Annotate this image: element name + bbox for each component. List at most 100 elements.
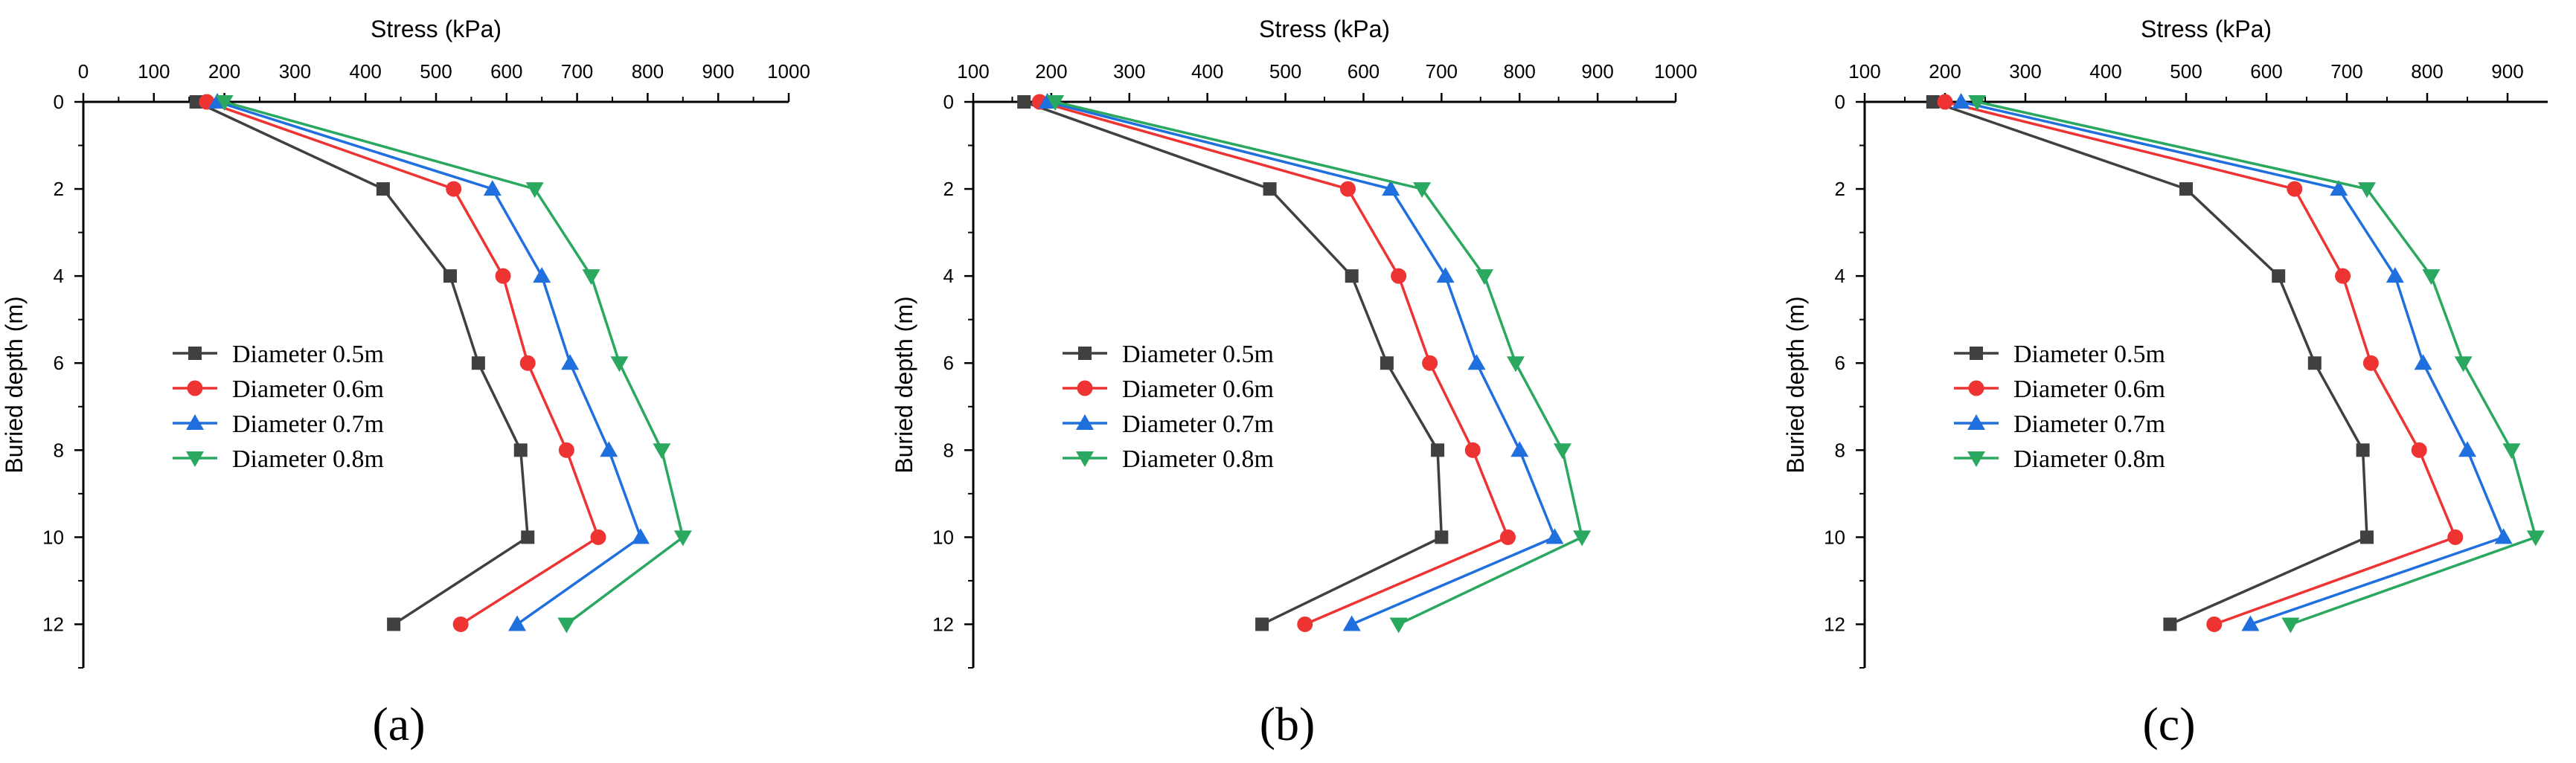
legend-label: Diameter 0.6m	[1122, 376, 1274, 403]
y-tick-label: 2	[54, 178, 64, 200]
legend-label: Diameter 0.8m	[232, 445, 384, 473]
data-point	[1263, 182, 1277, 196]
data-point	[1017, 95, 1031, 109]
y-tick-label: 0	[54, 91, 64, 113]
y-tick-label: 8	[1835, 439, 1845, 461]
legend: Diameter 0.5m Diameter 0.6m Diameter 0.7m D…	[1063, 341, 1274, 473]
x-tick-label: 100	[138, 60, 170, 83]
y-tick-label: 4	[54, 265, 64, 287]
data-point	[2287, 181, 2303, 197]
legend-marker	[1967, 414, 1985, 430]
x-tick-label: 800	[2411, 60, 2443, 83]
legend-label: Diameter 0.7m	[232, 411, 384, 438]
y-tick-label: 2	[943, 178, 954, 200]
data-point	[2386, 267, 2404, 283]
panel-label: (c)	[2142, 698, 2195, 750]
data-point	[513, 443, 528, 457]
data-point	[1968, 95, 1987, 111]
legend-marker	[1076, 451, 1094, 467]
data-point	[561, 354, 580, 370]
x-tick-label: 700	[1426, 60, 1458, 83]
data-point	[495, 268, 511, 284]
data-point	[471, 356, 485, 370]
data-point	[1431, 443, 1445, 457]
y-tick-label: 6	[943, 352, 954, 374]
data-point	[2360, 530, 2374, 544]
data-point	[590, 529, 606, 545]
data-point	[525, 182, 544, 199]
data-point	[1952, 93, 1970, 109]
legend-label: Diameter 0.8m	[1122, 445, 1274, 473]
data-point	[533, 267, 551, 283]
y-tick-label: 6	[54, 352, 64, 374]
y-tick-label: 2	[1835, 178, 1845, 200]
y-tick-label: 8	[54, 439, 64, 461]
legend-label: Diameter 0.6m	[2013, 376, 2165, 403]
y-tick-label: 10	[932, 526, 954, 548]
data-point	[1255, 617, 1269, 631]
data-point	[2414, 354, 2432, 370]
y-axis-title: Buried depth (m)	[891, 296, 917, 473]
x-tick-label: 400	[1191, 60, 1223, 83]
x-tick-label: 700	[2330, 60, 2362, 83]
x-tick-label: 800	[1504, 60, 1536, 83]
x-tick-label: 400	[2089, 60, 2121, 83]
data-point	[610, 356, 629, 373]
legend-marker	[188, 347, 202, 360]
data-point	[1435, 530, 1449, 544]
legend-marker	[1078, 347, 1092, 360]
data-point	[673, 530, 692, 547]
data-point	[2241, 615, 2260, 631]
chart-panel-c: Stress (kPa) 100 200 300 400 500 600 700 800 900 0…	[1782, 16, 2548, 750]
y-tick-label: 4	[943, 265, 954, 287]
data-point	[189, 95, 203, 109]
data-point	[2447, 529, 2464, 545]
data-point	[443, 269, 457, 283]
data-point	[582, 269, 600, 286]
legend-marker	[186, 451, 204, 467]
y-tick-label: 12	[932, 613, 954, 635]
x-tick-label: 300	[279, 60, 311, 83]
x-axis-title: Stress (kPa)	[1259, 16, 1390, 42]
x-tick-label: 200	[1929, 60, 1961, 83]
data-point	[1413, 182, 1432, 199]
y-tick-label: 0	[1835, 91, 1845, 113]
x-tick-label: 500	[2170, 60, 2202, 83]
legend-marker	[1076, 414, 1094, 430]
legend-marker	[1970, 347, 1983, 360]
data-point	[1510, 441, 1529, 457]
x-tick-label: 900	[2491, 60, 2523, 83]
data-point	[557, 617, 576, 634]
legend-marker	[186, 414, 204, 430]
legend: Diameter 0.5m Diameter 0.6m Diameter 0.7m D…	[1954, 341, 2165, 473]
data-point	[653, 443, 671, 460]
legend-label: Diameter 0.5m	[1122, 341, 1274, 368]
x-tick-label: 600	[2250, 60, 2282, 83]
data-point	[446, 181, 462, 197]
data-point	[1476, 269, 1494, 286]
data-point	[1506, 356, 1525, 373]
data-point	[376, 182, 390, 196]
data-point	[1464, 442, 1481, 458]
data-point	[2272, 269, 2286, 283]
x-tick-label: 1000	[767, 60, 810, 83]
data-point	[519, 355, 536, 371]
x-tick-label: 200	[208, 60, 240, 83]
data-point	[452, 616, 469, 632]
data-point	[2330, 180, 2348, 196]
y-tick-label: 4	[1835, 265, 1845, 287]
legend-marker	[1967, 451, 1985, 467]
data-point	[600, 441, 618, 457]
legend-marker	[1968, 380, 1984, 396]
data-point	[2526, 530, 2545, 547]
data-point	[1391, 268, 1407, 284]
data-point	[2281, 617, 2300, 634]
data-point	[1297, 616, 1313, 632]
x-tick-label: 400	[350, 60, 382, 83]
data-point	[1573, 530, 1592, 547]
data-point	[1553, 443, 1571, 460]
data-point	[1380, 356, 1394, 370]
chart-panel-b: Stress (kPa)100 200 300 400 500 600 700 800 900 1…	[891, 16, 1697, 750]
x-tick-label: 100	[1848, 60, 1880, 83]
